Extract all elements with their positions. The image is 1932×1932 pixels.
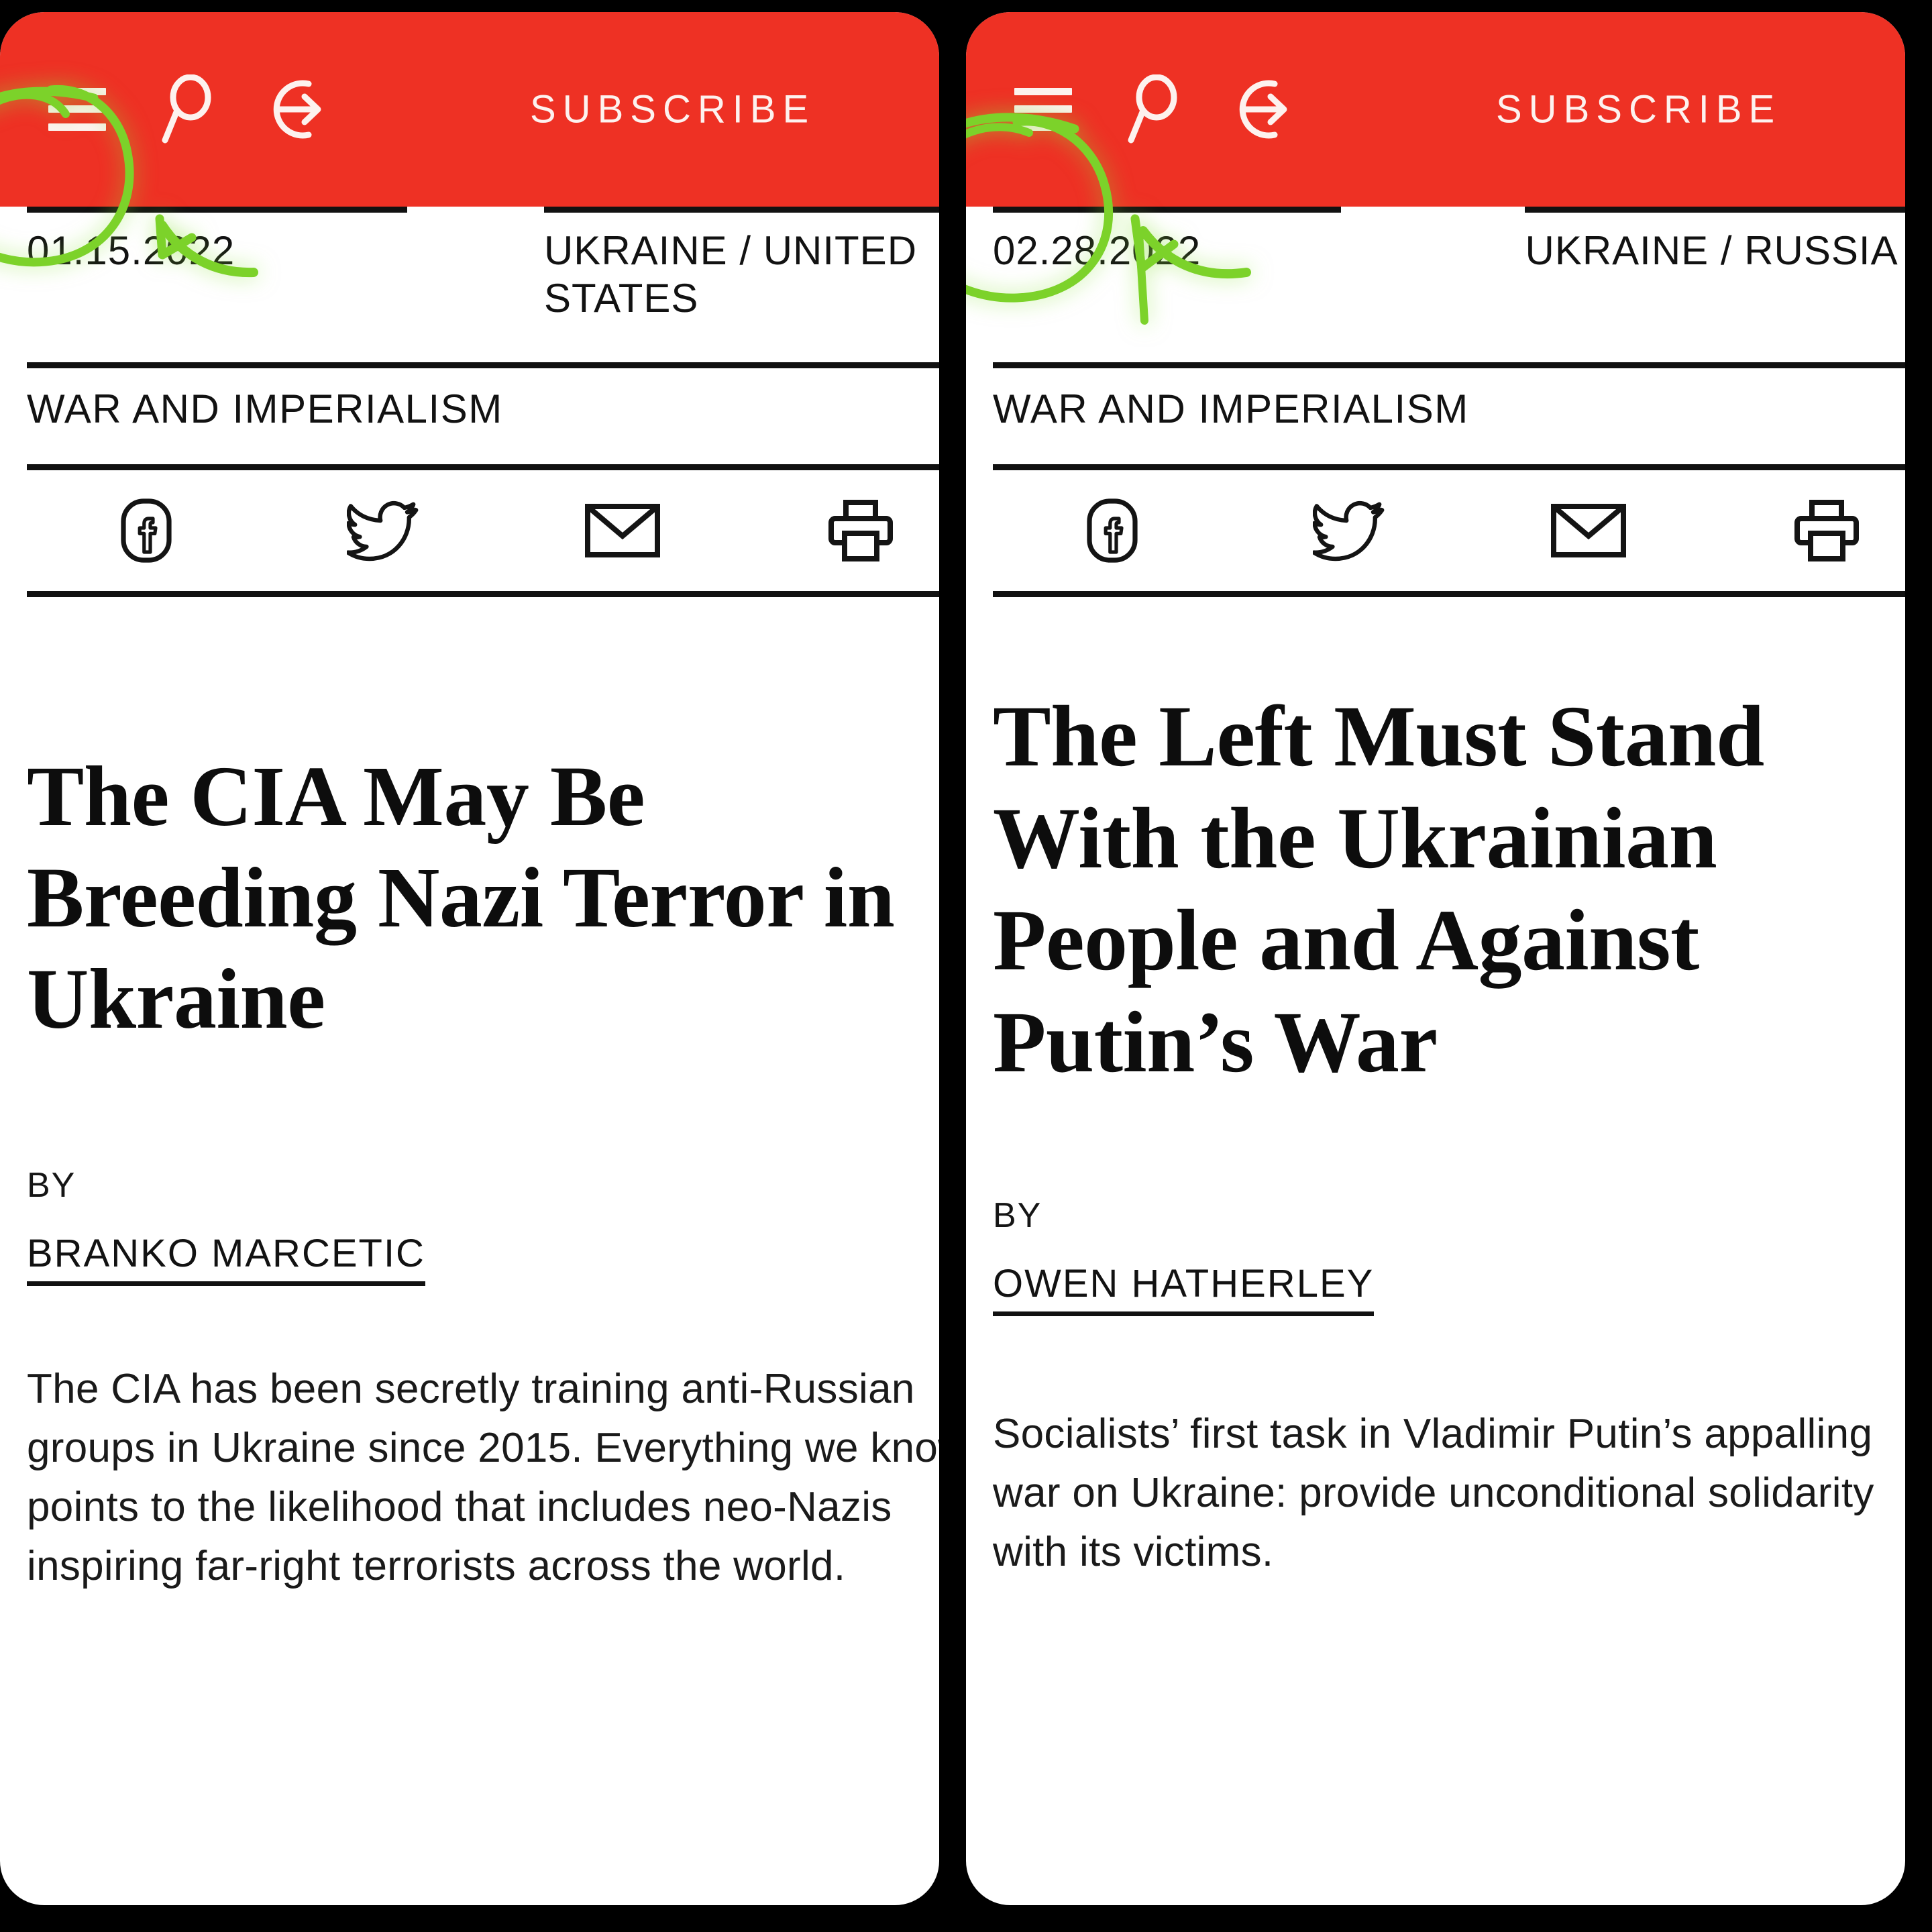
article-topic[interactable]: UKRAINE / RUSSIA [1525, 228, 1898, 273]
byline-author[interactable]: BRANKO MARCETIC [27, 1231, 425, 1287]
hamburger-icon[interactable] [1014, 88, 1072, 131]
article-card-left: SUBSCRIBE 01.15.2022 UKRAINE / UNITED ST… [0, 12, 939, 1905]
facebook-share-icon[interactable] [1072, 490, 1152, 571]
print-icon[interactable] [1786, 490, 1867, 571]
print-icon[interactable] [820, 490, 901, 571]
login-arrow-icon[interactable] [268, 76, 334, 142]
article-topic-cell: UKRAINE / RUSSIA [1525, 207, 1905, 362]
app-bar-left: SUBSCRIBE [0, 12, 939, 207]
article-body-right: The Left Must Stand With the Ukrainian P… [966, 686, 1905, 1582]
article-card-right: SUBSCRIBE 02.28.2022 UKRAINE / RUSSIA WA… [966, 12, 1905, 1905]
article-date: 02.28.2022 [993, 228, 1201, 273]
article-section-row: WAR AND IMPERIALISM [993, 362, 1905, 464]
login-arrow-icon[interactable] [1234, 76, 1300, 142]
article-date-cell: 02.28.2022 [993, 207, 1342, 362]
twitter-share-icon[interactable] [344, 490, 425, 571]
facebook-share-icon[interactable] [106, 490, 186, 571]
app-bar-right: SUBSCRIBE [966, 12, 1905, 207]
hamburger-icon[interactable] [48, 88, 106, 131]
app-bar-icons-left [48, 74, 334, 144]
subscribe-button[interactable]: SUBSCRIBE [530, 87, 816, 131]
article-headline: The Left Must Stand With the Ukrainian P… [993, 688, 1764, 1091]
article-section[interactable]: WAR AND IMPERIALISM [993, 386, 1469, 431]
subscribe-button[interactable]: SUBSCRIBE [1496, 87, 1782, 131]
article-topic[interactable]: UKRAINE / UNITED STATES [543, 228, 918, 321]
article-headline: The CIA May Be Breeding Nazi Terror in U… [27, 749, 895, 1047]
article-date: 01.15.2022 [27, 228, 235, 273]
article-section[interactable]: WAR AND IMPERIALISM [27, 386, 503, 431]
email-share-icon[interactable] [582, 490, 663, 571]
search-icon[interactable] [1124, 74, 1182, 144]
article-dek: The CIA has been secretly training anti-… [27, 1366, 939, 1590]
search-icon[interactable] [158, 74, 216, 144]
article-topic-cell: UKRAINE / UNITED STATES [543, 207, 939, 362]
app-bar-icons-right [1014, 74, 1300, 144]
share-row-right [993, 464, 1905, 597]
byline-label: BY [27, 1166, 76, 1205]
article-section-row: WAR AND IMPERIALISM [27, 362, 939, 464]
byline-author[interactable]: OWEN HATHERLEY [993, 1261, 1375, 1317]
twitter-share-icon[interactable] [1310, 490, 1391, 571]
byline-label: BY [993, 1196, 1042, 1236]
article-dek: Socialists’ first task in Vladimir Putin… [993, 1411, 1874, 1576]
article-date-cell: 01.15.2022 [27, 207, 407, 362]
meta-row-right: 02.28.2022 UKRAINE / RUSSIA [966, 207, 1905, 362]
email-share-icon[interactable] [1548, 490, 1629, 571]
meta-row-left: 01.15.2022 UKRAINE / UNITED STATES [0, 207, 939, 362]
article-body-left: The CIA May Be Breeding Nazi Terror in U… [0, 746, 939, 1596]
share-row-left [27, 464, 939, 597]
